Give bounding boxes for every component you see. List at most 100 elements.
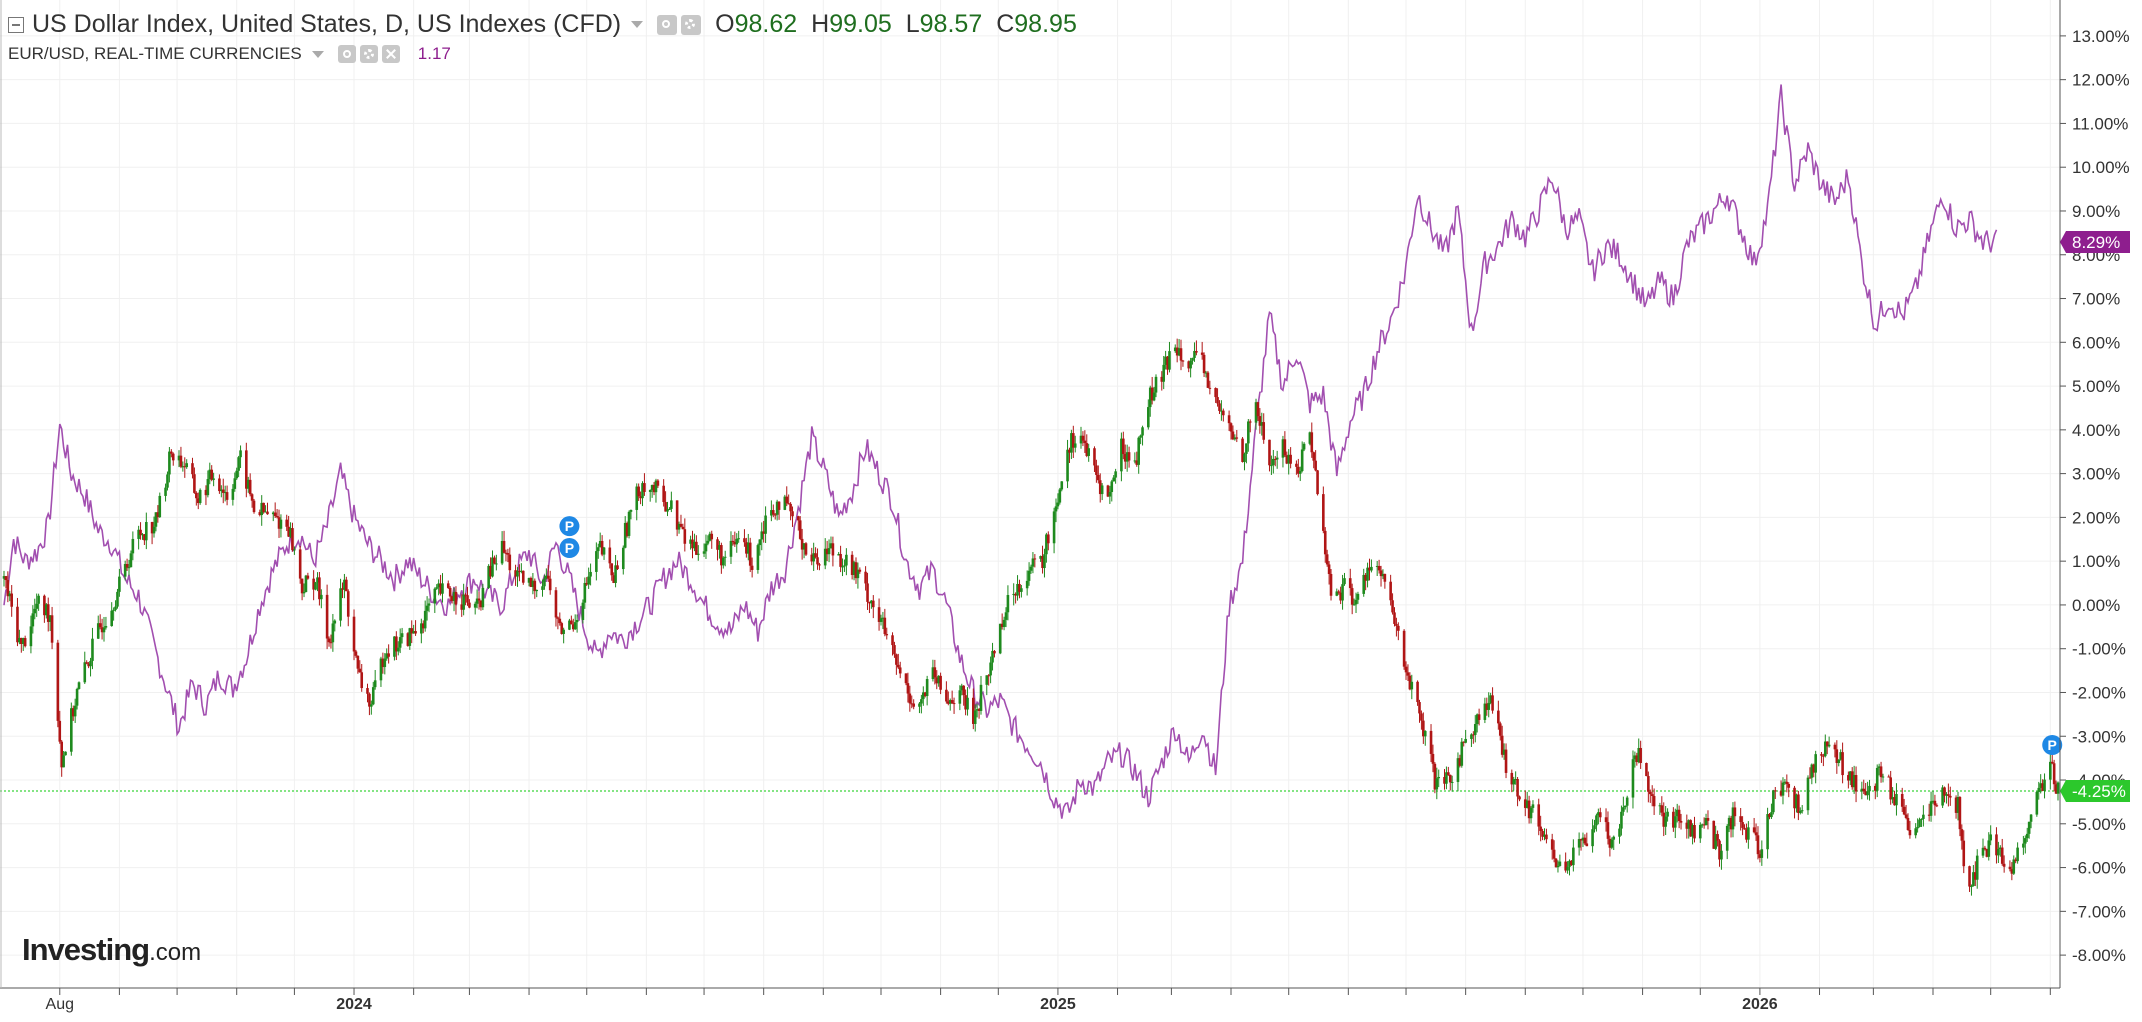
candle	[1645, 762, 1648, 777]
candle	[1154, 374, 1158, 398]
event-marker[interactable]: P	[2042, 735, 2063, 756]
candle-body	[648, 489, 652, 492]
candle-body	[991, 650, 994, 663]
candle	[1208, 380, 1212, 395]
candle-body	[733, 541, 737, 545]
candle-body	[1598, 812, 1602, 818]
candle-body	[2043, 779, 2046, 791]
candle	[477, 591, 481, 610]
candle-body	[758, 539, 762, 546]
candle	[1356, 591, 1360, 604]
candle	[98, 614, 102, 630]
candle-body	[185, 463, 189, 468]
candle-body	[854, 562, 858, 579]
candle-body	[1595, 815, 1598, 826]
chevron-down-icon[interactable]	[311, 50, 324, 58]
candle-body	[656, 480, 660, 486]
candle	[1000, 613, 1004, 630]
candle-body	[602, 547, 606, 555]
logo-suffix: .com	[149, 939, 202, 966]
eye-icon[interactable]	[337, 45, 356, 63]
candle	[721, 556, 725, 569]
candle-body	[743, 538, 746, 543]
candle-body	[650, 484, 654, 490]
candle	[298, 546, 302, 584]
candle	[1514, 771, 1517, 785]
candle	[1956, 791, 1960, 821]
candle	[500, 531, 504, 566]
y-tick-label: 12.00%	[2072, 71, 2130, 90]
candle-body	[2022, 843, 2025, 848]
candle-body	[1852, 775, 1856, 788]
candle-body	[277, 517, 281, 529]
candle	[502, 530, 506, 554]
event-markers[interactable]: PPP	[559, 516, 2063, 756]
candle-body	[77, 682, 81, 689]
candle-body	[412, 631, 415, 634]
candle	[1916, 818, 1919, 833]
candle	[448, 586, 452, 602]
candle	[1368, 558, 1371, 581]
candle	[877, 598, 881, 631]
candle	[1483, 697, 1487, 724]
eye-icon[interactable]	[657, 14, 678, 35]
candle-body	[1685, 822, 1689, 829]
event-marker[interactable]: P	[559, 516, 580, 537]
candle-body	[1420, 713, 1423, 721]
candle-body	[87, 663, 90, 667]
candle	[8, 590, 12, 602]
close-icon[interactable]	[381, 45, 400, 63]
candle	[2037, 781, 2041, 800]
candle	[137, 525, 140, 550]
candle	[720, 542, 723, 574]
candle	[1754, 823, 1758, 841]
candle-body	[1066, 449, 1069, 482]
candle	[1072, 425, 1075, 458]
candle	[625, 521, 629, 538]
candle	[710, 530, 714, 549]
candle	[639, 491, 642, 505]
candle-body	[1785, 781, 1789, 785]
candle-body	[810, 554, 814, 562]
candle	[2041, 779, 2044, 792]
candle-body	[1902, 806, 1906, 815]
candle	[958, 685, 962, 711]
main-series-title[interactable]: US Dollar Index, United States, D, US In…	[32, 10, 622, 38]
candle	[1429, 724, 1433, 763]
candle	[2022, 835, 2025, 855]
candle	[1698, 822, 1702, 843]
event-marker[interactable]: P	[559, 538, 580, 559]
chevron-down-icon[interactable]	[631, 21, 644, 28]
candle	[823, 538, 827, 570]
candle	[1218, 400, 1221, 414]
candle	[800, 528, 804, 560]
candle	[218, 474, 221, 494]
candle	[1443, 769, 1446, 790]
candle	[345, 576, 348, 592]
candle	[2008, 860, 2012, 872]
candle	[1389, 574, 1392, 606]
gear-icon[interactable]	[359, 45, 378, 63]
candle-body	[1868, 785, 1871, 792]
compare-series-title[interactable]: EUR/USD, REAL-TIME CURRENCIES	[8, 44, 302, 63]
candle	[87, 661, 90, 669]
candle-body	[331, 623, 335, 643]
candle-body	[1906, 817, 1910, 830]
gear-icon[interactable]	[681, 14, 702, 35]
candle-body	[1262, 422, 1266, 440]
candle	[1056, 493, 1060, 510]
candle-body	[2, 576, 6, 579]
candle-body	[1664, 816, 1667, 827]
candle-body	[1343, 578, 1346, 585]
candle-body	[2054, 784, 2058, 794]
candle-body	[1518, 796, 1521, 800]
candle	[548, 570, 552, 595]
collapse-icon[interactable]	[8, 16, 24, 33]
candle-body	[1935, 805, 1939, 807]
candle-body	[1302, 443, 1306, 450]
candle-body	[460, 604, 464, 610]
candle	[1314, 450, 1317, 472]
candle	[1747, 821, 1750, 849]
